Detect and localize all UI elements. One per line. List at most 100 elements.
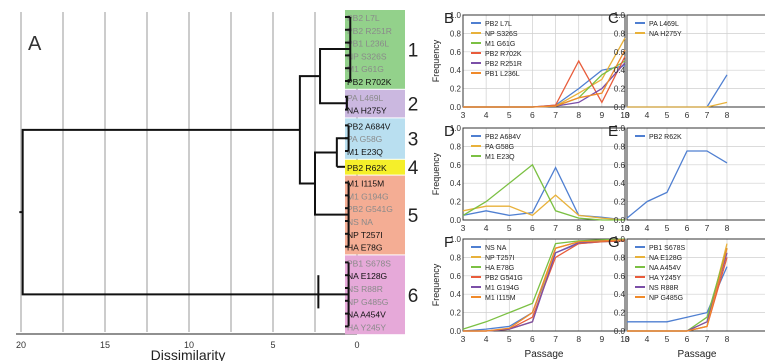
y-tick-label: 0.8 <box>450 253 462 262</box>
y-tick-label: 0.6 <box>614 272 626 281</box>
legend-entry: PB2 R251R <box>485 61 522 68</box>
cluster-number: 5 <box>408 206 419 227</box>
x-tick-label: 7 <box>553 334 558 344</box>
y-tick-label: 1.0 <box>450 235 462 244</box>
x-tick-label: 7 <box>705 223 710 233</box>
x-axis-label: Dissimilarity <box>151 347 226 361</box>
x-tick-label: 4 <box>645 110 650 120</box>
legend-entry: PB2 L7L <box>485 21 512 28</box>
y-tick-label: 0.6 <box>450 48 462 57</box>
panel-label: F <box>444 234 453 251</box>
leaf-label: NS R88R <box>347 284 383 294</box>
leaf-label: M1 G194G <box>347 191 389 201</box>
x-tick-label: 6 <box>530 334 535 344</box>
plot-frame <box>626 127 765 221</box>
x-tick-label: 5 <box>507 110 512 120</box>
series-line <box>463 49 626 108</box>
leaf-label: NA E128G <box>347 271 387 281</box>
line-panel-e: 0.0 0.2 0.4 0.6 0.8 1.0 3 4 5 6 7 8 E PB2 R62K <box>608 123 765 233</box>
y-tick-label: 1.0 <box>614 235 626 244</box>
legend-entry: PB2 R62K <box>649 134 682 141</box>
x-tick-label: 8 <box>725 223 730 233</box>
x-tick-label: 6 <box>530 110 535 120</box>
line-panel-f: 0.0 0.2 0.4 0.6 0.8 1.0 3 4 5 6 7 8 9 10 F Frequency Pas… <box>431 234 630 360</box>
leaf-label: M1 I115M <box>347 179 384 189</box>
leaf-label: NA A454V <box>347 310 386 320</box>
panel-label: G <box>608 234 620 251</box>
leaf-label: NP T257I <box>347 230 383 240</box>
cluster-number: 2 <box>408 95 419 116</box>
x-tick-label: 10 <box>620 334 630 344</box>
cluster-box-5 <box>345 175 405 255</box>
leaf-label: NS NA <box>347 217 373 227</box>
y-tick-label: 0.4 <box>450 179 462 188</box>
y-tick-label: 0.4 <box>614 66 626 75</box>
x-tick-label: 20 <box>16 340 26 350</box>
panel-label: E <box>608 123 618 140</box>
x-tick-label: 7 <box>553 110 558 120</box>
leaf-label: PB2 R62K <box>347 163 387 173</box>
leaf-label: HA E78G <box>347 243 382 253</box>
legend-entry: PB2 A684V <box>485 134 521 141</box>
series-line <box>626 150 728 219</box>
legend-entry: PB1 L236L <box>485 71 520 78</box>
legend-entry: NA E128G <box>649 255 682 262</box>
x-tick-label: 10 <box>184 340 194 350</box>
leaf-label: PB2 R251R <box>347 26 392 36</box>
x-tick-label: 5 <box>270 340 275 350</box>
y-tick-label: 1.0 <box>614 11 626 20</box>
plot-frame <box>626 238 765 332</box>
y-tick-label: 0.0 <box>614 103 626 112</box>
x-tick-label: 5 <box>507 334 512 344</box>
leaf-label: NA H275Y <box>347 106 387 116</box>
y-tick-label: 0.2 <box>450 198 462 207</box>
legend-entry: PB1 S678S <box>649 245 686 252</box>
leaf-label: PB2 G541G <box>347 204 393 214</box>
x-tick-label: 4 <box>484 334 489 344</box>
y-tick-label: 0.2 <box>614 309 626 318</box>
legend-entry: NA A454V <box>649 265 681 272</box>
plot-frame <box>626 14 765 108</box>
y-tick-label: 0.4 <box>614 179 626 188</box>
cluster-box-2 <box>345 89 405 118</box>
x-tick-label: 9 <box>599 223 604 233</box>
y-tick-label: 0.4 <box>614 290 626 299</box>
leaf-label: PA L469L <box>347 93 384 103</box>
y-tick-label: 0.6 <box>450 272 462 281</box>
x-tick-label: 4 <box>645 223 650 233</box>
leaf-label: PB1 S678S <box>347 258 391 268</box>
cluster-number: 6 <box>408 286 419 307</box>
cluster-box-3 <box>345 118 405 159</box>
y-tick-label: 0.4 <box>450 66 462 75</box>
tree-branch <box>21 128 319 296</box>
y-axis-label: Frequency <box>431 152 441 195</box>
leaf-label: M1 G61G <box>347 64 384 74</box>
tree-branch <box>314 151 349 216</box>
x-tick-label: 5 <box>507 223 512 233</box>
x-tick-label: 3 <box>461 223 466 233</box>
leaf-label: PB2 L7L <box>347 13 380 23</box>
x-tick-label: 10 <box>620 223 630 233</box>
series-line <box>462 166 626 221</box>
panel-label: D <box>444 123 455 140</box>
legend-entry: M1 G61G <box>485 41 515 48</box>
x-tick-label: 4 <box>484 223 489 233</box>
x-tick-label: 8 <box>725 110 730 120</box>
x-tick-label: 5 <box>665 334 670 344</box>
x-tick-label: 4 <box>484 110 489 120</box>
x-tick-label: 8 <box>576 223 581 233</box>
y-tick-label: 0.6 <box>614 161 626 170</box>
plot-frame <box>462 238 626 332</box>
legend-entry: NS R88R <box>649 285 679 292</box>
x-axis-label: Passage <box>678 349 717 360</box>
legend-entry: NP S326S <box>485 31 518 38</box>
line-panel-d: 0.0 0.2 0.4 0.6 0.8 1.0 3 4 5 6 7 8 9 10 D Frequency PB2… <box>431 123 630 233</box>
legend-entry: PA L469L <box>649 21 679 28</box>
legend-entry: HA E78G <box>485 265 514 272</box>
legend-entry: PA G58G <box>485 144 514 151</box>
leaf-label: M1 E23Q <box>347 147 383 157</box>
x-tick-label: 3 <box>461 334 466 344</box>
y-tick-label: 1.0 <box>614 124 626 133</box>
cluster-number: 1 <box>408 40 419 61</box>
cluster-number: 3 <box>408 130 419 151</box>
